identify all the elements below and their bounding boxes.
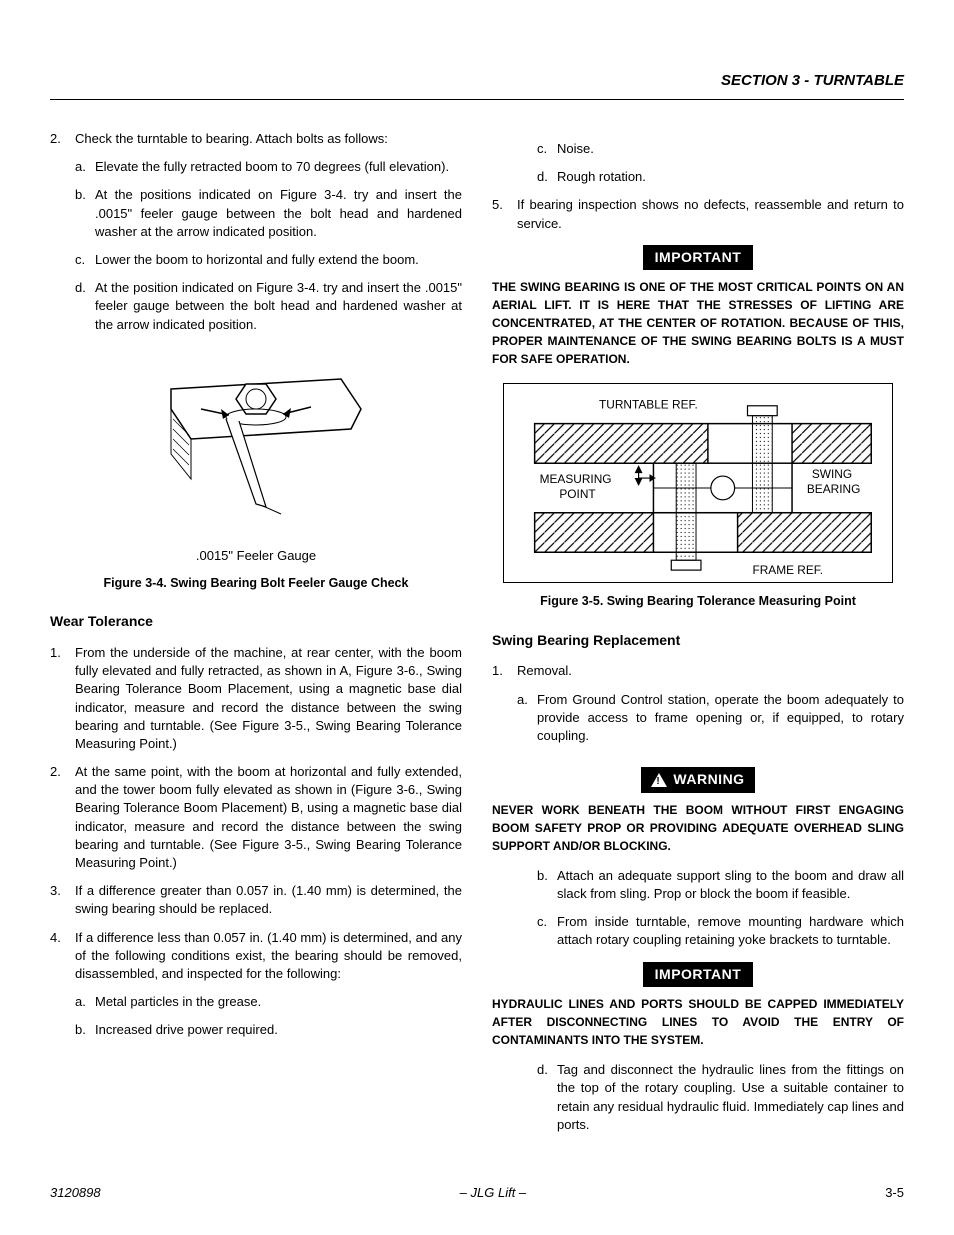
- list-item: 2.At the same point, with the boom at ho…: [50, 763, 462, 872]
- section-title: SECTION 3 - TURNTABLE: [721, 72, 904, 89]
- continued-sub-list: c.Noise. d.Rough rotation.: [492, 140, 904, 186]
- sub-item: b.At the positions indicated on Figure 3…: [75, 186, 462, 241]
- important-label: IMPORTANT: [643, 245, 754, 271]
- label-swing: SWING: [812, 467, 852, 481]
- sub-list: a.From Ground Control station, operate t…: [517, 691, 904, 746]
- important-text: THE SWING BEARING IS ONE OF THE MOST CRI…: [492, 278, 904, 368]
- section-header: SECTION 3 - TURNTABLE: [50, 70, 904, 100]
- figure-caption: Figure 3-4. Swing Bearing Bolt Feeler Ga…: [50, 575, 462, 593]
- warning-notice: WARNING: [492, 767, 904, 793]
- sub-item: c.From inside turntable, remove mounting…: [537, 913, 904, 949]
- label-measuring2: POINT: [559, 487, 595, 501]
- post-warning-subs: b.Attach an adequate support sling to th…: [492, 867, 904, 950]
- label-measuring: MEASURING: [540, 472, 612, 486]
- warning-label: WARNING: [641, 767, 754, 793]
- replacement-heading: Swing Bearing Replacement: [492, 631, 904, 651]
- warning-text: NEVER WORK BENEATH THE BOOM WITHOUT FIRS…: [492, 801, 904, 855]
- footer-right: 3-5: [885, 1184, 904, 1202]
- item-number: 2.: [50, 130, 75, 344]
- sub-item: b.Attach an adequate support sling to th…: [537, 867, 904, 903]
- sub-list: a.Elevate the fully retracted boom to 70…: [75, 158, 462, 334]
- important-notice: IMPORTANT: [492, 245, 904, 271]
- item-text: Check the turntable to bearing. Attach b…: [75, 131, 388, 146]
- label-swing2: BEARING: [807, 482, 860, 496]
- page-footer: 3120898 – JLG Lift – 3-5: [50, 1184, 904, 1202]
- sub-item: c.Lower the boom to horizontal and fully…: [75, 251, 462, 269]
- important-text-2: HYDRAULIC LINES AND PORTS SHOULD BE CAPP…: [492, 995, 904, 1049]
- sub-list: a.Metal particles in the grease. b.Incre…: [75, 993, 462, 1039]
- wear-tolerance-list: 1.From the underside of the machine, at …: [50, 644, 462, 1050]
- sub-item: a.From Ground Control station, operate t…: [517, 691, 904, 746]
- sub-item: d.Tag and disconnect the hydraulic lines…: [537, 1061, 904, 1134]
- list-item: 3.If a difference greater than 0.057 in.…: [50, 882, 462, 918]
- figure-label: .0015" Feeler Gauge: [50, 547, 462, 565]
- two-column-layout: 2. Check the turntable to bearing. Attac…: [50, 130, 904, 1144]
- sub-item: d.At the position indicated on Figure 3-…: [75, 279, 462, 334]
- right-column: c.Noise. d.Rough rotation. 5.If bearing …: [492, 130, 904, 1144]
- swing-bearing-diagram: TURNTABLE REF. MEASURING POINT SWING BEA…: [503, 383, 893, 583]
- footer-center: – JLG Lift –: [460, 1184, 526, 1202]
- sub-item: b.Increased drive power required.: [75, 1021, 462, 1039]
- sub-item: c.Noise.: [537, 140, 904, 158]
- left-column: 2. Check the turntable to bearing. Attac…: [50, 130, 462, 1144]
- list-item: 5.If bearing inspection shows no defects…: [492, 196, 904, 232]
- wear-tolerance-heading: Wear Tolerance: [50, 612, 462, 632]
- important-label: IMPORTANT: [643, 962, 754, 988]
- replacement-list: 1. Removal. a.From Ground Control statio…: [492, 662, 904, 755]
- sub-item: a.Elevate the fully retracted boom to 70…: [75, 158, 462, 176]
- list-item: 4. If a difference less than 0.057 in. (…: [50, 929, 462, 1050]
- label-frame: FRAME REF.: [752, 563, 823, 577]
- procedure-list: 2. Check the turntable to bearing. Attac…: [50, 130, 462, 344]
- figure-3-5: TURNTABLE REF. MEASURING POINT SWING BEA…: [492, 383, 904, 611]
- continued-main-list: 5.If bearing inspection shows no defects…: [492, 196, 904, 232]
- post-important-subs: d.Tag and disconnect the hydraulic lines…: [492, 1061, 904, 1134]
- figure-3-4: .0015" Feeler Gauge Figure 3-4. Swing Be…: [50, 359, 462, 593]
- label-turntable: TURNTABLE REF.: [599, 398, 698, 412]
- sub-item: d.Rough rotation.: [537, 168, 904, 186]
- figure-caption: Figure 3-5. Swing Bearing Tolerance Meas…: [492, 593, 904, 611]
- important-notice-2: IMPORTANT: [492, 962, 904, 988]
- list-item: 1. Removal. a.From Ground Control statio…: [492, 662, 904, 755]
- list-item: 2. Check the turntable to bearing. Attac…: [50, 130, 462, 344]
- list-item: 1.From the underside of the machine, at …: [50, 644, 462, 753]
- footer-left: 3120898: [50, 1184, 101, 1202]
- sub-item: a.Metal particles in the grease.: [75, 993, 462, 1011]
- feeler-gauge-diagram: [131, 359, 381, 539]
- warning-triangle-icon: [651, 773, 667, 787]
